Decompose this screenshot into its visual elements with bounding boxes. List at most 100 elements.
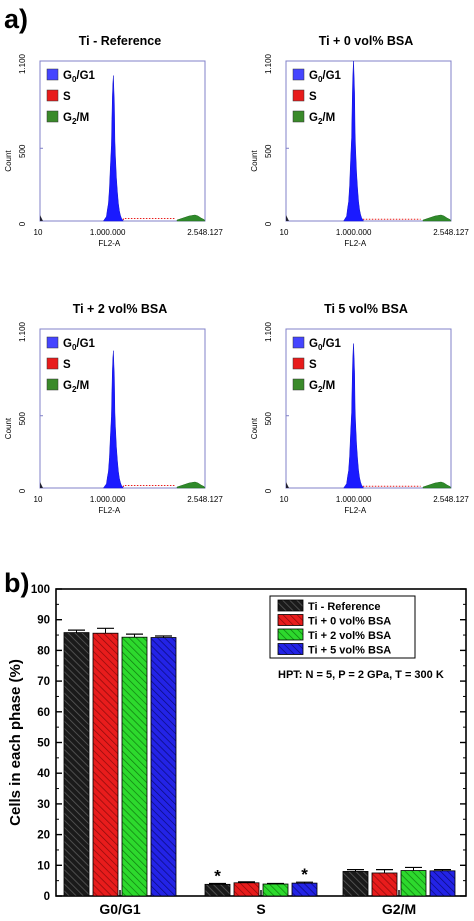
legend-sub: 0 bbox=[318, 343, 323, 352]
x-tick-label: 10 bbox=[34, 228, 43, 237]
legend-label: G0/G1 bbox=[309, 70, 342, 84]
significance-marker: * bbox=[301, 865, 308, 884]
s-phase-trace bbox=[122, 485, 175, 488]
x-axis-label: FL2-A bbox=[344, 506, 366, 515]
x-tick-label: 1.000.000 bbox=[90, 495, 126, 504]
bar-g2m-series-3 bbox=[429, 870, 456, 897]
legend-tail: /G1 bbox=[76, 338, 95, 350]
legend-main: S bbox=[63, 91, 71, 103]
legend-sub: 0 bbox=[72, 75, 77, 84]
y-tick-label: 20 bbox=[37, 830, 50, 842]
s-phase-trace bbox=[363, 218, 421, 221]
bar-g2m-series-0 bbox=[342, 871, 369, 897]
histogram-title: Ti + 2 vol% BSA bbox=[73, 302, 168, 316]
legend-tail: /G1 bbox=[322, 70, 341, 82]
y-tick-label: 40 bbox=[37, 768, 50, 780]
y-tick-label: 500 bbox=[264, 412, 273, 426]
legend-main: G bbox=[309, 338, 318, 350]
histogram-title: Ti - Reference bbox=[79, 34, 161, 48]
legend-label: S bbox=[63, 359, 71, 371]
legend-label: Ti + 0 vol% BSA bbox=[308, 616, 391, 628]
legend-sub: 2 bbox=[72, 385, 77, 394]
legend-swatch bbox=[292, 336, 305, 349]
legend-swatch bbox=[46, 378, 59, 391]
x-tick-label: 1.000.000 bbox=[90, 228, 126, 237]
panel-b-label: b) bbox=[4, 568, 29, 598]
x-category-label: S bbox=[256, 901, 265, 917]
legend-swatch bbox=[46, 110, 59, 123]
legend-swatch bbox=[292, 89, 305, 102]
legend-label: Ti + 5 vol% BSA bbox=[308, 645, 391, 657]
legend-main: G bbox=[63, 112, 72, 124]
x-tick-label: 2.548.127 bbox=[187, 495, 223, 504]
bar-s-series-2 bbox=[262, 883, 289, 897]
x-category-label: G2/M bbox=[382, 901, 416, 917]
y-tick-label: 500 bbox=[18, 412, 27, 426]
bar-g2m-series-2 bbox=[400, 870, 427, 897]
x-axis-label: FL2-A bbox=[98, 239, 120, 248]
s-phase-trace bbox=[122, 218, 175, 221]
legend-swatch bbox=[46, 89, 59, 102]
y-axis-label: Count bbox=[4, 150, 13, 172]
bar-g0g1-series-2 bbox=[121, 636, 148, 897]
x-tick-label: 10 bbox=[280, 495, 289, 504]
y-tick-label: 50 bbox=[37, 738, 50, 750]
y-tick-label: 80 bbox=[37, 645, 50, 657]
legend-swatch bbox=[292, 378, 305, 391]
y-tick-label: 500 bbox=[18, 144, 27, 158]
legend-sub: 2 bbox=[318, 385, 323, 394]
legend-swatch bbox=[292, 68, 305, 81]
legend-swatch bbox=[277, 628, 304, 641]
histogram-title: Ti 5 vol% BSA bbox=[324, 302, 408, 316]
x-tick-label: 1.000.000 bbox=[336, 228, 372, 237]
g0-g1-peak bbox=[102, 350, 124, 489]
histogram-ti-5-vol-bsa: Ti 5 vol% BSA 1.100 500 0 Count 10 1.000.000 2.… bbox=[250, 302, 469, 515]
legend-sub: 2 bbox=[318, 117, 323, 126]
bar-g0g1-series-0 bbox=[63, 632, 90, 897]
legend-main: G bbox=[309, 112, 318, 124]
g0-g1-peak bbox=[343, 60, 365, 222]
legend-main: G bbox=[309, 380, 318, 392]
x-category-label: G0/G1 bbox=[99, 901, 140, 917]
g2-m-peak bbox=[422, 214, 452, 222]
legend-label: G0/G1 bbox=[309, 338, 342, 352]
g2-m-peak bbox=[422, 481, 452, 489]
significance-marker: * bbox=[214, 866, 221, 885]
y-tick-label: 1.100 bbox=[264, 321, 273, 342]
y-axis-label: Count bbox=[250, 417, 259, 439]
y-tick-label: 60 bbox=[37, 707, 50, 719]
legend-main: G bbox=[63, 338, 72, 350]
legend-tail: /M bbox=[76, 112, 89, 124]
legend-swatch bbox=[277, 614, 304, 626]
panel-a-label: a) bbox=[4, 4, 28, 34]
bar-g0g1-series-3 bbox=[150, 637, 177, 897]
legend-main: S bbox=[309, 359, 317, 371]
y-tick-label: 0 bbox=[264, 221, 273, 226]
x-tick-label: 1.000.000 bbox=[336, 495, 372, 504]
y-tick-label: 0 bbox=[18, 221, 27, 226]
legend-tail: /M bbox=[322, 380, 335, 392]
legend-swatch bbox=[46, 68, 59, 81]
bar-g2m-series-1 bbox=[371, 872, 398, 897]
g0-g1-peak bbox=[102, 75, 124, 222]
legend-main: S bbox=[63, 359, 71, 371]
plot-frame bbox=[285, 328, 452, 489]
legend-tail: /G1 bbox=[76, 70, 95, 82]
x-axis-label: FL2-A bbox=[98, 506, 120, 515]
legend-label: G2/M bbox=[63, 112, 89, 126]
y-tick-label: 0 bbox=[44, 891, 50, 903]
g0-g1-peak bbox=[343, 343, 365, 489]
y-tick-label: 1.100 bbox=[18, 321, 27, 342]
histogram-ti-reference: Ti - Reference 1.100 500 0 Count 10 1.000.000 2… bbox=[4, 34, 223, 248]
y-tick-label: 90 bbox=[37, 615, 50, 627]
legend-swatch bbox=[46, 357, 59, 370]
debris-mark bbox=[286, 482, 289, 488]
legend-main: G bbox=[63, 70, 72, 82]
histogram-ti-0-vol-bsa: Ti + 0 vol% BSA 1.100 500 0 Count 10 1.000.000… bbox=[250, 34, 469, 248]
y-tick-label: 1.100 bbox=[18, 53, 27, 74]
y-tick-label: 0 bbox=[264, 488, 273, 493]
debris-mark bbox=[286, 215, 289, 221]
y-axis-label: Cells in each phase (%) bbox=[7, 659, 24, 826]
legend-label: G0/G1 bbox=[63, 338, 96, 352]
